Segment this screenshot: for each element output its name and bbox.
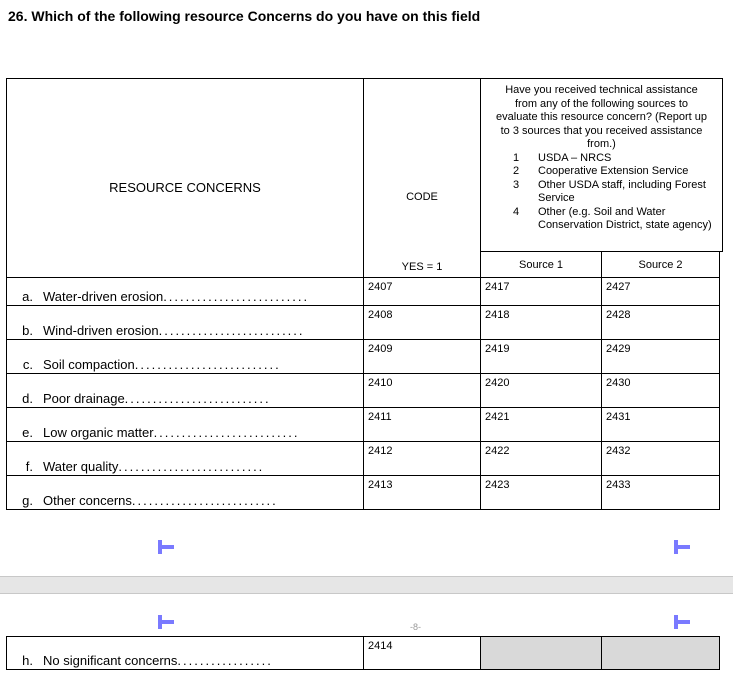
row-h-label: h. No significant concerns...............… xyxy=(6,636,364,670)
source-1-cell[interactable]: 2417 xyxy=(480,277,602,306)
source-number: 4 xyxy=(513,205,520,218)
code-cell[interactable]: 2412 xyxy=(363,441,481,476)
row-letter: a. xyxy=(22,289,33,304)
source-2-cell[interactable]: 2432 xyxy=(601,441,720,476)
header-assistance: Have you received technical assistance f… xyxy=(480,78,723,252)
row-label-cell: a. Water-driven erosion..................… xyxy=(6,277,364,306)
source-number: 1 xyxy=(513,151,520,164)
source-option: 2 Cooperative Extension Service xyxy=(513,165,714,179)
source-1-cell[interactable]: 2423 xyxy=(480,475,602,510)
source-option: 1 USDA – NRCS xyxy=(513,152,714,166)
source-2-cell[interactable]: 2429 xyxy=(601,339,720,374)
row-label-cell: e. Low organic matter....................… xyxy=(6,407,364,442)
source-text: USDA – NRCS xyxy=(538,151,612,164)
source-2-cell[interactable]: 2428 xyxy=(601,305,720,340)
row-label: Water quality xyxy=(43,459,119,474)
row-label: Soil compaction xyxy=(43,357,135,372)
source-option: 4 Other (e.g. Soil and Water Conservation… xyxy=(513,206,714,233)
code-cell[interactable]: 2407 xyxy=(363,277,481,306)
row-h-source-1-shaded xyxy=(480,636,602,670)
source-2-cell[interactable]: 2433 xyxy=(601,475,720,510)
row-letter: g. xyxy=(22,493,33,508)
page-number: -8- xyxy=(410,622,421,632)
source-1-cell[interactable]: 2422 xyxy=(480,441,602,476)
row-letter: d. xyxy=(22,391,33,406)
margin-marker-icon xyxy=(158,615,174,629)
row-label: Poor drainage xyxy=(43,391,125,406)
header-resource-concerns: RESOURCE CONCERNS xyxy=(6,78,364,278)
row-label-cell: c. Soil compaction.......................… xyxy=(6,339,364,374)
code-cell[interactable]: 2410 xyxy=(363,373,481,408)
source-text: Cooperative Extension Service xyxy=(538,165,689,177)
row-label-cell: f. Water quality.........................… xyxy=(6,441,364,476)
source-2-cell[interactable]: 2427 xyxy=(601,277,720,306)
row-letter: h. xyxy=(22,653,33,668)
margin-marker-icon xyxy=(674,615,690,629)
source-1-cell[interactable]: 2421 xyxy=(480,407,602,442)
row-letter: f. xyxy=(25,459,33,474)
code-heading: CODE xyxy=(406,191,438,203)
source-text: Other USDA staff, including Forest Servi… xyxy=(538,178,706,205)
header-source-1: Source 1 xyxy=(480,251,602,278)
resource-concerns-heading: RESOURCE CONCERNS xyxy=(109,180,261,195)
source-number: 3 xyxy=(513,178,520,191)
source-text: Other (e.g. Soil and Water Conservation … xyxy=(538,205,712,232)
source-number: 2 xyxy=(513,165,520,177)
row-label-cell: b. Wind-driven erosion...................… xyxy=(6,305,364,340)
code-cell[interactable]: 2409 xyxy=(363,339,481,374)
row-h-code[interactable]: 2414 xyxy=(363,636,481,670)
row-label-cell: g. Other concerns........................… xyxy=(6,475,364,510)
row-h-source-2-shaded xyxy=(601,636,720,670)
page-break xyxy=(0,576,733,594)
code-cell[interactable]: 2408 xyxy=(363,305,481,340)
row-label: No significant concerns xyxy=(43,653,178,668)
source-2-cell[interactable]: 2431 xyxy=(601,407,720,442)
row-label: Water-driven erosion xyxy=(43,289,164,304)
code-cell[interactable]: 2413 xyxy=(363,475,481,510)
margin-marker-icon xyxy=(158,540,174,554)
row-label-cell: d. Poor drainage.........................… xyxy=(6,373,364,408)
row-label: Other concerns xyxy=(43,493,132,508)
header-code: CODE YES = 1 xyxy=(363,78,481,278)
row-label: Low organic matter xyxy=(43,425,154,440)
source-2-cell[interactable]: 2430 xyxy=(601,373,720,408)
assistance-question: Have you received technical assistance f… xyxy=(496,84,707,150)
yes-equals-1: YES = 1 xyxy=(401,261,443,273)
code-cell[interactable]: 2411 xyxy=(363,407,481,442)
header-source-2: Source 2 xyxy=(601,251,720,278)
source-1-cell[interactable]: 2419 xyxy=(480,339,602,374)
source-1-cell[interactable]: 2418 xyxy=(480,305,602,340)
source-1-cell[interactable]: 2420 xyxy=(480,373,602,408)
row-label: Wind-driven erosion xyxy=(43,323,159,338)
margin-marker-icon xyxy=(674,540,690,554)
row-letter: b. xyxy=(22,323,33,338)
row-letter: c. xyxy=(22,357,33,372)
source-option: 3 Other USDA staff, including Forest Serv… xyxy=(513,179,714,206)
row-letter: e. xyxy=(22,425,33,440)
question-title: 26. Which of the following resource Conc… xyxy=(8,8,481,24)
